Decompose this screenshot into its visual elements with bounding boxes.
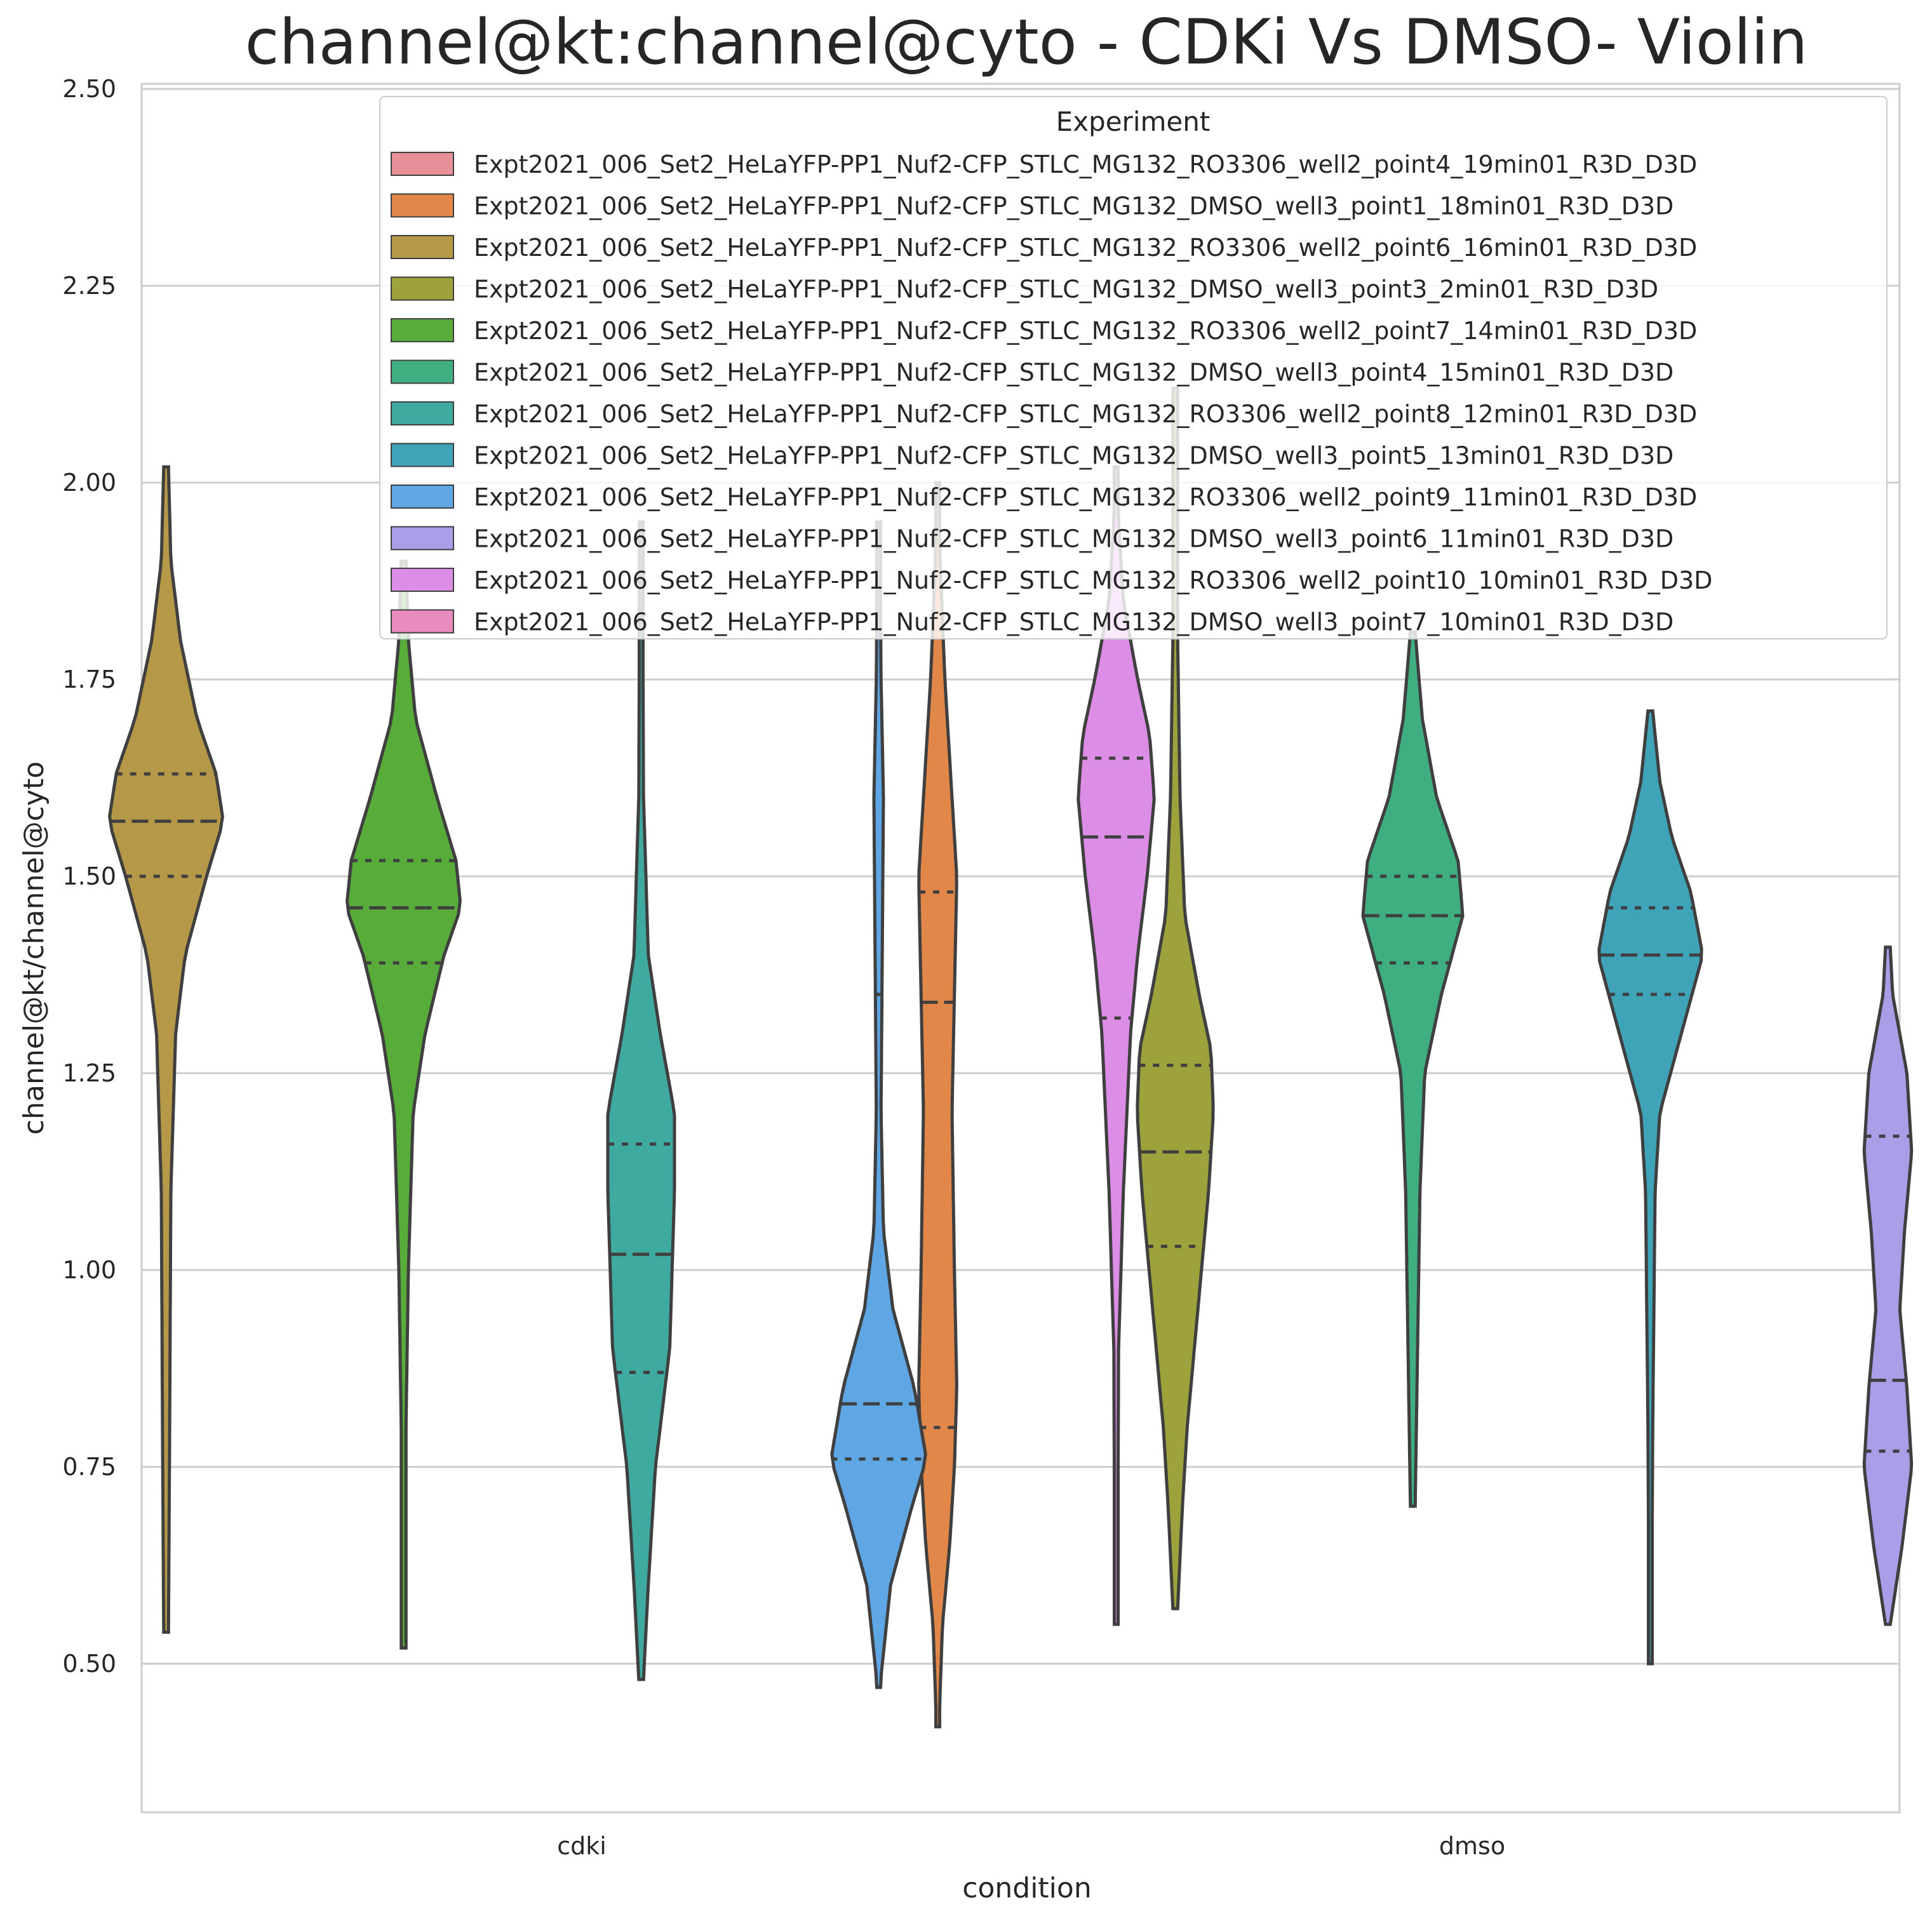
- legend-swatch: [391, 485, 454, 509]
- violin-dmso-9: [1862, 946, 1914, 1626]
- legend-box: [379, 96, 1888, 639]
- legend-item: Expt2021_006_Set2_HeLaYFP-PP1_Nuf2-CFP_S…: [391, 525, 1674, 553]
- y-tick-label: 2.50: [62, 75, 116, 103]
- legend-swatch: [391, 318, 454, 342]
- legend: Experiment Expt2021_006_Set2_HeLaYFP-PP1…: [379, 96, 1888, 639]
- legend-label: Expt2021_006_Set2_HeLaYFP-PP1_Nuf2-CFP_S…: [474, 234, 1697, 262]
- legend-swatch: [391, 568, 454, 592]
- y-tick-label: 2.00: [62, 469, 116, 497]
- violin-body: [1862, 946, 1914, 1626]
- legend-label: Expt2021_006_Set2_HeLaYFP-PP1_Nuf2-CFP_S…: [474, 442, 1674, 470]
- legend-item: Expt2021_006_Set2_HeLaYFP-PP1_Nuf2-CFP_S…: [391, 566, 1712, 594]
- y-tick-label: 0.75: [62, 1453, 116, 1481]
- violin-body: [1597, 709, 1703, 1666]
- legend-item: Expt2021_006_Set2_HeLaYFP-PP1_Nuf2-CFP_S…: [391, 234, 1697, 262]
- legend-swatch: [391, 276, 454, 301]
- legend-label: Expt2021_006_Set2_HeLaYFP-PP1_Nuf2-CFP_S…: [474, 483, 1697, 511]
- legend-label: Expt2021_006_Set2_HeLaYFP-PP1_Nuf2-CFP_S…: [474, 276, 1658, 304]
- legend-item: Expt2021_006_Set2_HeLaYFP-PP1_Nuf2-CFP_S…: [391, 400, 1697, 428]
- x-tick-label-cdki: cdki: [557, 1832, 607, 1860]
- legend-items: Expt2021_006_Set2_HeLaYFP-PP1_Nuf2-CFP_S…: [391, 150, 1712, 636]
- legend-label: Expt2021_006_Set2_HeLaYFP-PP1_Nuf2-CFP_S…: [474, 150, 1697, 178]
- legend-label: Expt2021_006_Set2_HeLaYFP-PP1_Nuf2-CFP_S…: [474, 317, 1697, 345]
- legend-label: Expt2021_006_Set2_HeLaYFP-PP1_Nuf2-CFP_S…: [474, 525, 1674, 553]
- legend-swatch: [391, 235, 454, 259]
- violins: [108, 386, 1914, 1728]
- violin-body: [108, 465, 224, 1634]
- legend-title: Experiment: [1056, 106, 1211, 137]
- violin-cdki-2: [108, 465, 224, 1634]
- legend-item: Expt2021_006_Set2_HeLaYFP-PP1_Nuf2-CFP_S…: [391, 442, 1674, 470]
- legend-item: Expt2021_006_Set2_HeLaYFP-PP1_Nuf2-CFP_S…: [391, 276, 1658, 304]
- legend-item: Expt2021_006_Set2_HeLaYFP-PP1_Nuf2-CFP_S…: [391, 192, 1674, 220]
- violin-dmso-7: [1597, 709, 1703, 1666]
- legend-label: Expt2021_006_Set2_HeLaYFP-PP1_Nuf2-CFP_S…: [474, 192, 1674, 220]
- x-tick-label-dmso: dmso: [1439, 1832, 1505, 1860]
- legend-swatch: [391, 526, 454, 551]
- legend-label: Expt2021_006_Set2_HeLaYFP-PP1_Nuf2-CFP_S…: [474, 566, 1712, 594]
- legend-item: Expt2021_006_Set2_HeLaYFP-PP1_Nuf2-CFP_S…: [391, 483, 1697, 511]
- legend-label: Expt2021_006_Set2_HeLaYFP-PP1_Nuf2-CFP_S…: [474, 608, 1674, 636]
- legend-item: Expt2021_006_Set2_HeLaYFP-PP1_Nuf2-CFP_S…: [391, 608, 1674, 636]
- legend-swatch: [391, 443, 454, 467]
- legend-item: Expt2021_006_Set2_HeLaYFP-PP1_Nuf2-CFP_S…: [391, 317, 1697, 345]
- legend-swatch: [391, 359, 454, 384]
- legend-swatch: [391, 193, 454, 218]
- legend-swatch: [391, 401, 454, 425]
- legend-swatch: [391, 152, 454, 176]
- x-axis-ticks: cdki dmso: [557, 1832, 1505, 1860]
- y-tick-label: 0.50: [62, 1650, 116, 1678]
- y-tick-label: 2.25: [62, 272, 116, 300]
- y-tick-label: 1.25: [62, 1059, 116, 1087]
- legend-item: Expt2021_006_Set2_HeLaYFP-PP1_Nuf2-CFP_S…: [391, 359, 1674, 387]
- chart-title: channel@kt:channel@cyto - CDKi Vs DMSO- …: [245, 6, 1808, 79]
- y-tick-label: 1.75: [62, 665, 116, 693]
- y-tick-label: 1.50: [62, 862, 116, 890]
- legend-swatch: [391, 609, 454, 634]
- y-tick-label: 1.00: [62, 1256, 116, 1284]
- x-axis-label: condition: [962, 1872, 1091, 1904]
- legend-label: Expt2021_006_Set2_HeLaYFP-PP1_Nuf2-CFP_S…: [474, 400, 1697, 428]
- legend-item: Expt2021_006_Set2_HeLaYFP-PP1_Nuf2-CFP_S…: [391, 150, 1697, 178]
- legend-label: Expt2021_006_Set2_HeLaYFP-PP1_Nuf2-CFP_S…: [474, 359, 1674, 387]
- y-axis-ticks: 0.50 0.75 1.00 1.25 1.50 1.75 2.00 2.25 2.50: [62, 75, 116, 1678]
- y-axis-label: channel@kt/channel@cyto: [18, 761, 50, 1135]
